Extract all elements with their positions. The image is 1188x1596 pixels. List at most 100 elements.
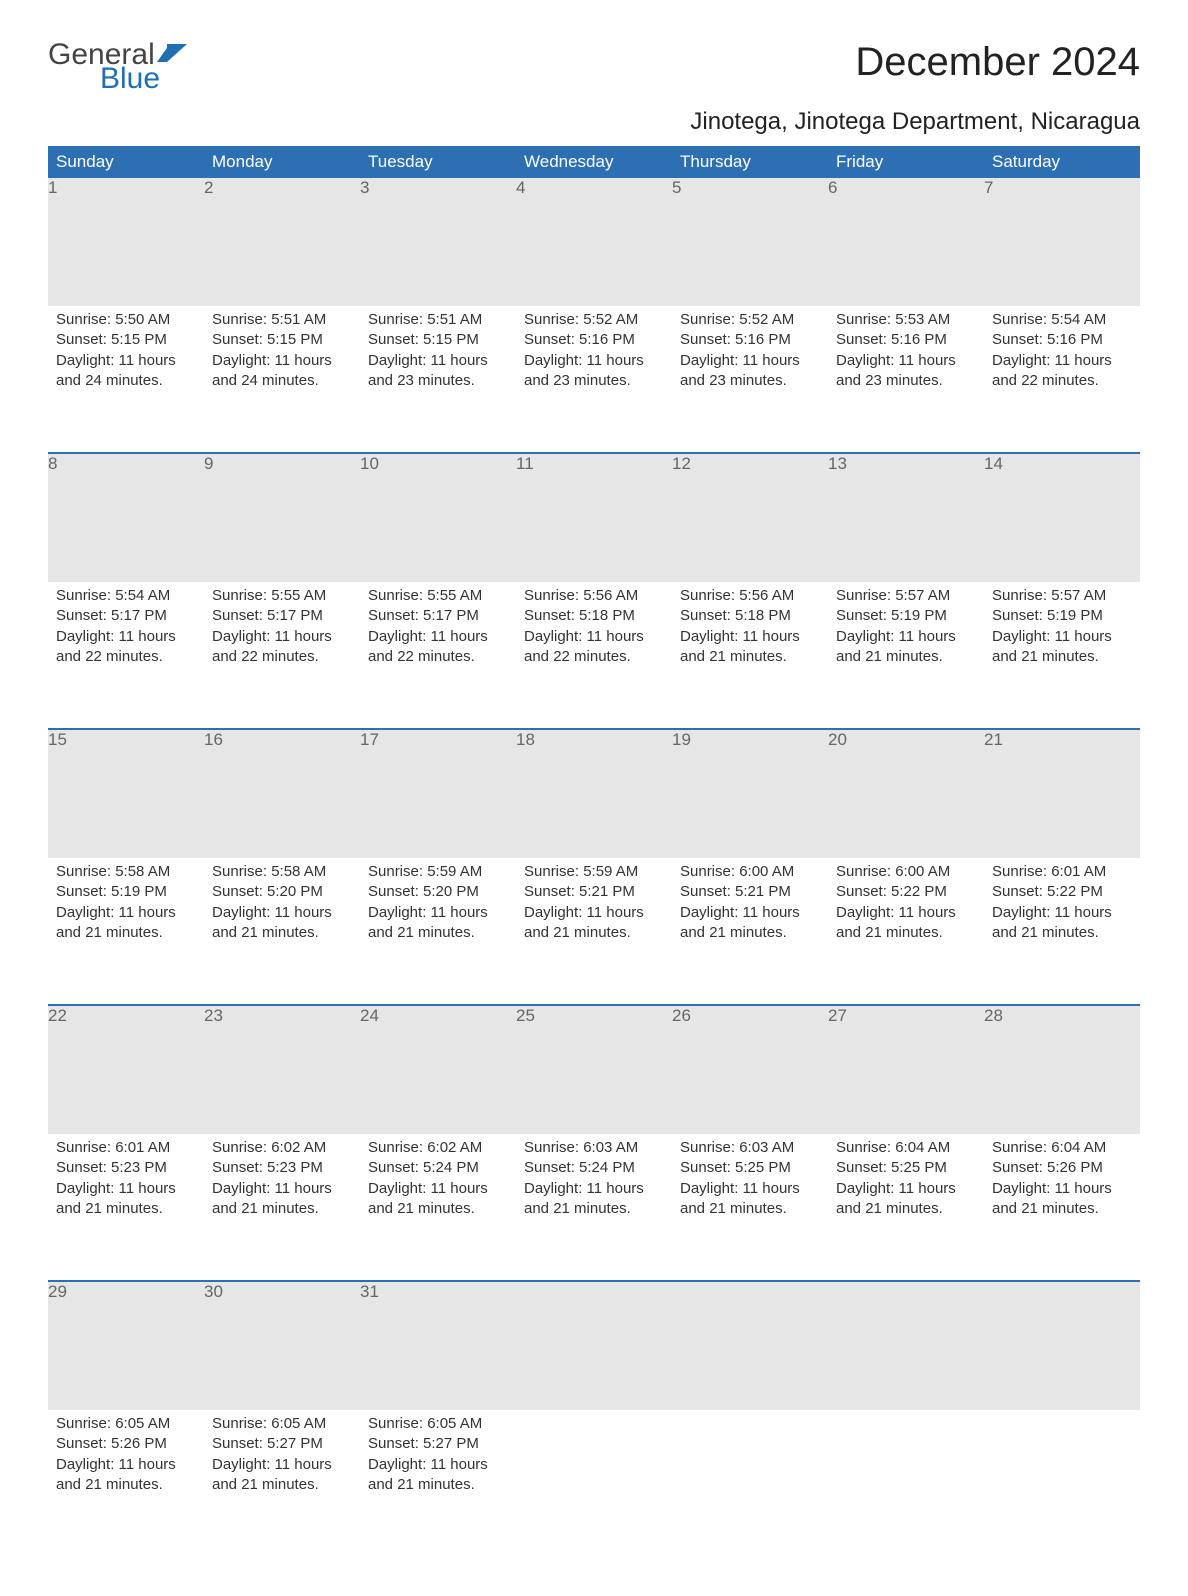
- day-cell: Sunrise: 5:59 AMSunset: 5:21 PMDaylight:…: [516, 858, 672, 986]
- day-number: 6: [828, 178, 984, 306]
- day-details: Sunrise: 5:54 AMSunset: 5:17 PMDaylight:…: [48, 582, 204, 677]
- day-detail-line: Daylight: 11 hours: [836, 351, 976, 371]
- calendar-table: SundayMondayTuesdayWednesdayThursdayFrid…: [48, 146, 1140, 1556]
- day-detail-line: Sunrise: 5:55 AM: [368, 586, 508, 606]
- day-detail-line: Sunrise: 6:05 AM: [368, 1414, 508, 1434]
- day-details: Sunrise: 6:03 AMSunset: 5:25 PMDaylight:…: [672, 1134, 828, 1229]
- day-number: 3: [360, 178, 516, 306]
- day-detail-line: Sunset: 5:24 PM: [368, 1158, 508, 1178]
- day-detail-line: Sunrise: 5:57 AM: [992, 586, 1132, 606]
- day-detail-line: Sunrise: 5:52 AM: [524, 310, 664, 330]
- day-detail-line: Sunrise: 5:52 AM: [680, 310, 820, 330]
- day-detail-line: Sunset: 5:24 PM: [524, 1158, 664, 1178]
- day-details: Sunrise: 5:56 AMSunset: 5:18 PMDaylight:…: [672, 582, 828, 677]
- day-detail-line: Sunset: 5:27 PM: [368, 1434, 508, 1454]
- day-detail-line: Sunrise: 5:53 AM: [836, 310, 976, 330]
- day-content-row: Sunrise: 5:58 AMSunset: 5:19 PMDaylight:…: [48, 858, 1140, 986]
- day-detail-line: Daylight: 11 hours: [524, 351, 664, 371]
- day-detail-line: and 21 minutes.: [992, 1199, 1132, 1219]
- spacer-row: [48, 710, 1140, 729]
- day-number-row: 891011121314: [48, 454, 1140, 582]
- day-detail-line: Sunset: 5:25 PM: [836, 1158, 976, 1178]
- logo: General Blue: [48, 40, 187, 94]
- day-number: 10: [360, 454, 516, 582]
- day-detail-line: and 22 minutes.: [212, 647, 352, 667]
- day-cell: Sunrise: 6:05 AMSunset: 5:27 PMDaylight:…: [204, 1410, 360, 1538]
- day-detail-line: Sunset: 5:18 PM: [524, 606, 664, 626]
- day-content-row: Sunrise: 5:50 AMSunset: 5:15 PMDaylight:…: [48, 306, 1140, 434]
- day-cell: Sunrise: 6:05 AMSunset: 5:26 PMDaylight:…: [48, 1410, 204, 1538]
- day-detail-line: Sunrise: 5:59 AM: [368, 862, 508, 882]
- day-cell: Sunrise: 6:04 AMSunset: 5:25 PMDaylight:…: [828, 1134, 984, 1262]
- day-detail-line: Sunset: 5:15 PM: [56, 330, 196, 350]
- weekday-header: Wednesday: [516, 146, 672, 178]
- day-number: 26: [672, 1006, 828, 1134]
- day-detail-line: Sunset: 5:27 PM: [212, 1434, 352, 1454]
- day-cell: Sunrise: 5:58 AMSunset: 5:19 PMDaylight:…: [48, 858, 204, 986]
- day-detail-line: Daylight: 11 hours: [992, 1179, 1132, 1199]
- day-details: Sunrise: 6:00 AMSunset: 5:21 PMDaylight:…: [672, 858, 828, 953]
- day-detail-line: Sunrise: 5:51 AM: [368, 310, 508, 330]
- day-cell: [516, 1410, 672, 1538]
- day-details: Sunrise: 6:02 AMSunset: 5:23 PMDaylight:…: [204, 1134, 360, 1229]
- day-number: 21: [984, 730, 1140, 858]
- day-detail-line: and 21 minutes.: [56, 923, 196, 943]
- day-detail-line: Sunrise: 5:58 AM: [56, 862, 196, 882]
- day-details: Sunrise: 5:52 AMSunset: 5:16 PMDaylight:…: [672, 306, 828, 401]
- day-detail-line: Sunrise: 6:02 AM: [368, 1138, 508, 1158]
- day-details: Sunrise: 6:05 AMSunset: 5:26 PMDaylight:…: [48, 1410, 204, 1505]
- day-content-row: Sunrise: 6:01 AMSunset: 5:23 PMDaylight:…: [48, 1134, 1140, 1262]
- day-number: 19: [672, 730, 828, 858]
- day-detail-line: and 24 minutes.: [56, 371, 196, 391]
- day-number-row: 1234567: [48, 178, 1140, 306]
- day-detail-line: Sunrise: 6:02 AM: [212, 1138, 352, 1158]
- day-detail-line: Sunset: 5:15 PM: [368, 330, 508, 350]
- day-detail-line: Sunset: 5:21 PM: [524, 882, 664, 902]
- day-cell: Sunrise: 6:01 AMSunset: 5:22 PMDaylight:…: [984, 858, 1140, 986]
- day-detail-line: and 23 minutes.: [680, 371, 820, 391]
- weekday-header-row: SundayMondayTuesdayWednesdayThursdayFrid…: [48, 146, 1140, 178]
- day-number-row: 22232425262728: [48, 1006, 1140, 1134]
- day-details: Sunrise: 5:51 AMSunset: 5:15 PMDaylight:…: [360, 306, 516, 401]
- spacer-row: [48, 434, 1140, 453]
- day-cell: Sunrise: 6:05 AMSunset: 5:27 PMDaylight:…: [360, 1410, 516, 1538]
- day-detail-line: Sunset: 5:18 PM: [680, 606, 820, 626]
- day-detail-line: and 21 minutes.: [836, 923, 976, 943]
- day-detail-line: Sunset: 5:20 PM: [368, 882, 508, 902]
- day-cell: Sunrise: 5:58 AMSunset: 5:20 PMDaylight:…: [204, 858, 360, 986]
- day-detail-line: Sunrise: 5:58 AM: [212, 862, 352, 882]
- day-details: Sunrise: 5:57 AMSunset: 5:19 PMDaylight:…: [828, 582, 984, 677]
- day-detail-line: Sunset: 5:25 PM: [680, 1158, 820, 1178]
- day-number: 9: [204, 454, 360, 582]
- day-cell: [828, 1410, 984, 1538]
- day-content-row: Sunrise: 5:54 AMSunset: 5:17 PMDaylight:…: [48, 582, 1140, 710]
- day-detail-line: Sunset: 5:21 PM: [680, 882, 820, 902]
- day-cell: Sunrise: 5:53 AMSunset: 5:16 PMDaylight:…: [828, 306, 984, 434]
- day-number: [984, 1282, 1140, 1410]
- day-detail-line: and 21 minutes.: [212, 1475, 352, 1495]
- day-number: 4: [516, 178, 672, 306]
- day-detail-line: Sunrise: 5:57 AM: [836, 586, 976, 606]
- day-number: [516, 1282, 672, 1410]
- day-cell: [672, 1410, 828, 1538]
- day-detail-line: Daylight: 11 hours: [56, 351, 196, 371]
- day-cell: Sunrise: 5:50 AMSunset: 5:15 PMDaylight:…: [48, 306, 204, 434]
- weekday-header: Tuesday: [360, 146, 516, 178]
- day-cell: Sunrise: 6:04 AMSunset: 5:26 PMDaylight:…: [984, 1134, 1140, 1262]
- day-number: 22: [48, 1006, 204, 1134]
- day-detail-line: and 23 minutes.: [368, 371, 508, 391]
- day-detail-line: Sunrise: 5:55 AM: [212, 586, 352, 606]
- day-number: 20: [828, 730, 984, 858]
- day-details: Sunrise: 5:56 AMSunset: 5:18 PMDaylight:…: [516, 582, 672, 677]
- title-block: December 2024: [855, 40, 1140, 85]
- day-detail-line: Daylight: 11 hours: [836, 1179, 976, 1199]
- day-details: Sunrise: 6:03 AMSunset: 5:24 PMDaylight:…: [516, 1134, 672, 1229]
- day-detail-line: Sunset: 5:19 PM: [992, 606, 1132, 626]
- day-cell: Sunrise: 5:51 AMSunset: 5:15 PMDaylight:…: [204, 306, 360, 434]
- day-number: 25: [516, 1006, 672, 1134]
- day-detail-line: and 21 minutes.: [368, 1199, 508, 1219]
- day-detail-line: Sunrise: 6:03 AM: [524, 1138, 664, 1158]
- day-detail-line: and 21 minutes.: [368, 923, 508, 943]
- day-detail-line: Daylight: 11 hours: [56, 1455, 196, 1475]
- weekday-header: Friday: [828, 146, 984, 178]
